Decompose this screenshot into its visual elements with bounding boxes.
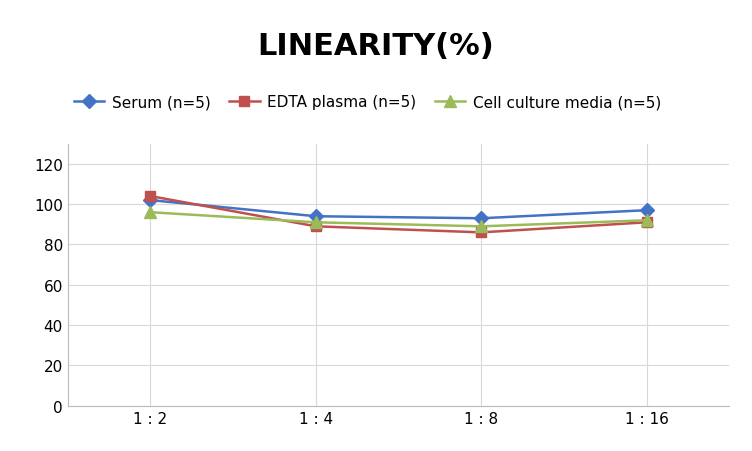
Text: LINEARITY(%): LINEARITY(%) xyxy=(258,32,494,60)
EDTA plasma (n=5) xyxy=(642,220,651,226)
Cell culture media (n=5) xyxy=(642,218,651,224)
EDTA plasma (n=5) xyxy=(477,230,486,235)
Serum (n=5) xyxy=(642,208,651,213)
Line: Cell culture media (n=5): Cell culture media (n=5) xyxy=(145,207,652,232)
EDTA plasma (n=5) xyxy=(146,194,155,199)
Cell culture media (n=5) xyxy=(477,224,486,230)
Cell culture media (n=5) xyxy=(311,220,320,226)
Line: EDTA plasma (n=5): EDTA plasma (n=5) xyxy=(146,192,651,238)
EDTA plasma (n=5) xyxy=(311,224,320,230)
Line: Serum (n=5): Serum (n=5) xyxy=(146,196,651,224)
Serum (n=5) xyxy=(146,198,155,203)
Cell culture media (n=5) xyxy=(146,210,155,216)
Legend: Serum (n=5), EDTA plasma (n=5), Cell culture media (n=5): Serum (n=5), EDTA plasma (n=5), Cell cul… xyxy=(68,89,667,116)
Serum (n=5) xyxy=(477,216,486,221)
Serum (n=5) xyxy=(311,214,320,220)
